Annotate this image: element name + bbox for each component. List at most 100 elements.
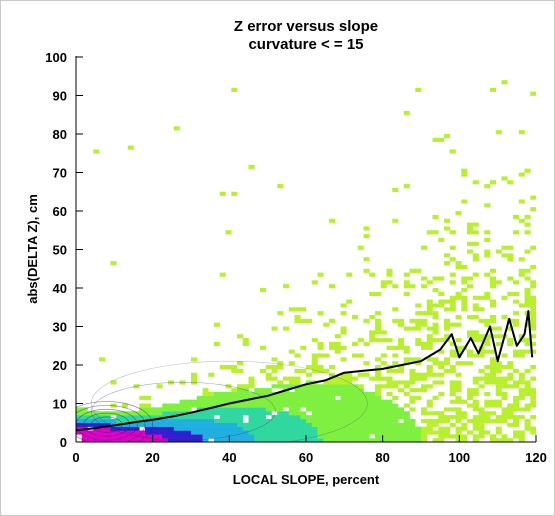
heatmap-cell [495,361,502,366]
heatmap-cell [179,422,186,427]
heatmap-cell [294,411,301,416]
heatmap-cell [461,411,468,416]
heatmap-cell [392,307,399,312]
heatmap-cell [495,334,502,339]
heatmap-cell [225,407,232,412]
heatmap-cell [490,403,497,408]
heatmap-cell [403,403,410,408]
density-contour [91,382,276,441]
y-tick-label: 70 [53,166,67,181]
heatmap-cell [472,180,479,185]
heatmap-cell [386,407,393,412]
heatmap-cell [392,187,399,193]
heatmap-cell [214,434,221,439]
heatmap-cell [409,438,416,442]
heatmap-cell [127,434,134,439]
heatmap-cell [415,395,422,400]
heatmap-cell [231,403,238,408]
heatmap-cell [438,365,445,370]
heatmap-cell [208,422,215,427]
heatmap-cell [334,380,341,385]
heatmap-cell [409,357,416,362]
heatmap-cell [317,434,324,439]
heatmap-cell [380,430,387,435]
heatmap-cell [300,403,307,408]
heatmap-cell [432,395,439,400]
heatmap-cell [208,426,215,431]
heatmap-cell [449,391,456,397]
heatmap-cell [340,345,347,350]
heatmap-cell [271,407,278,412]
heatmap-cell [472,391,479,397]
heatmap-cell [449,307,456,312]
heatmap-cell [432,338,439,343]
heatmap-cell [185,407,192,412]
heatmap-cell [254,430,261,435]
heatmap-cell [317,341,324,347]
heatmap-cell [421,426,428,431]
heatmap-cell [495,388,502,393]
heatmap-cell [438,303,445,308]
heatmap-cell [449,380,456,385]
heatmap-cell [179,415,186,420]
heatmap-cell [237,368,244,373]
heatmap-cell [260,438,267,442]
heatmap-cell [369,415,376,420]
heatmap-cell [449,353,456,358]
heatmap-cell [415,357,422,362]
heatmap-cell [421,434,428,439]
heatmap-cell [323,388,330,393]
heatmap-cell [311,426,318,431]
heatmap-cell [398,407,405,412]
heatmap-cell [467,430,474,435]
heatmap-cell [501,365,508,370]
heatmap-cell [317,388,324,393]
heatmap-cell [231,87,238,92]
heatmap-cell [461,434,468,439]
heatmap-cell [179,380,186,385]
heatmap-cell [357,426,364,431]
heatmap-cell [323,384,330,389]
heatmap-cell [150,430,157,435]
heatmap-cell [214,438,221,442]
heatmap-cell [375,376,382,381]
heatmap-cell [403,284,410,289]
heatmap-cell [116,418,123,424]
heatmap-cell [472,241,479,246]
heatmap-cell [363,372,370,377]
heatmap-cell [334,434,341,439]
heatmap-cell [346,415,353,420]
heatmap-cell [369,399,376,404]
heatmap-cell [507,407,514,412]
heatmap-cell [300,345,307,350]
heatmap-cell [191,438,198,442]
heatmap-cell [403,184,410,189]
heatmap-cell [357,434,364,439]
chart-title: Z error versus slope [234,18,378,35]
heatmap-cell [415,338,422,343]
heatmap-cell [369,403,376,408]
heatmap-cell [254,438,261,442]
heatmap-cell [76,407,83,412]
heatmap-cell [248,391,255,397]
heatmap-cell [150,426,157,431]
heatmap-cell [444,226,451,231]
heatmap-cell [329,415,336,420]
heatmap-cell [513,280,520,285]
heatmap-cell [173,430,180,435]
heatmap-cell [386,280,393,285]
heatmap-cell [352,434,359,439]
heatmap-cell [260,288,267,293]
heatmap-cell [352,407,359,412]
heatmap-cell [225,418,232,424]
heatmap-cell [455,372,462,377]
heatmap-cell [317,311,324,316]
heatmap-cell [444,361,451,366]
heatmap-cell [524,368,531,373]
heatmap-cell [185,415,192,420]
heatmap-cell [444,430,451,435]
heatmap-cell [294,430,301,435]
heatmap-cell [352,426,359,431]
heatmap-cell [340,326,347,331]
heatmap-cell [507,180,514,185]
